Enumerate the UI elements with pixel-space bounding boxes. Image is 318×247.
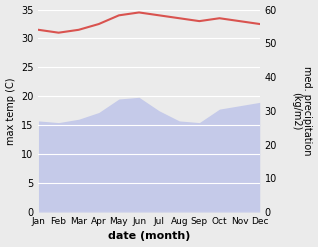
X-axis label: date (month): date (month) xyxy=(108,231,190,242)
Y-axis label: med. precipitation
(kg/m2): med. precipitation (kg/m2) xyxy=(291,66,313,156)
Y-axis label: max temp (C): max temp (C) xyxy=(5,77,16,144)
